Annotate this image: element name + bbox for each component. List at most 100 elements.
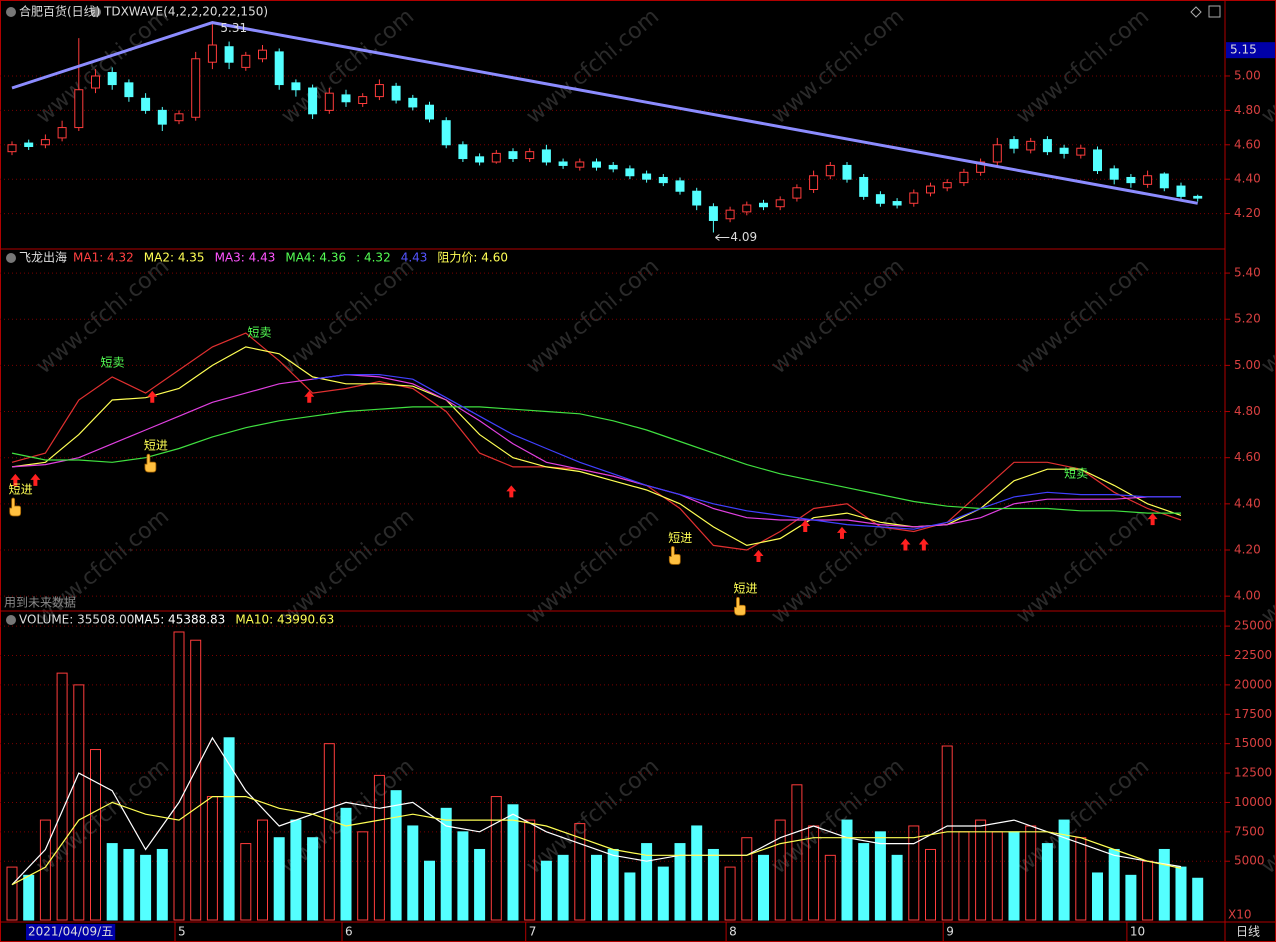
icon[interactable]	[1208, 5, 1221, 18]
volume-bar	[507, 804, 519, 921]
volume-bar	[724, 866, 736, 921]
candle-body	[291, 82, 301, 91]
signal-label: 短卖	[101, 356, 125, 370]
volume-bar	[874, 831, 886, 921]
y-tick-label: 4.40	[1234, 172, 1261, 186]
volume-bar	[557, 854, 569, 921]
candle-body	[391, 85, 401, 101]
icon[interactable]	[1190, 6, 1202, 18]
volume-bar	[273, 837, 285, 921]
menu-icon[interactable]	[6, 615, 16, 625]
volume-bar	[6, 866, 18, 921]
candle-body	[207, 44, 217, 63]
candle-body	[91, 75, 100, 89]
candle-body	[1076, 147, 1086, 156]
buy-arrow	[1147, 513, 1158, 526]
candle-body	[1009, 139, 1019, 149]
buy-arrow	[900, 538, 911, 551]
volume-bar	[1175, 866, 1187, 921]
y-tick-label: 4.60	[1234, 450, 1261, 464]
y-tick-label: 7500	[1234, 824, 1265, 838]
date-label: 2021/04/09/五	[28, 925, 113, 939]
y-tick-label: 4.80	[1234, 103, 1261, 117]
signal-label: 短卖	[1064, 466, 1088, 480]
watermark: www.cfchi.com	[1257, 504, 1276, 629]
volume-bar	[223, 737, 235, 921]
candle-body	[525, 151, 535, 160]
volume-bar	[674, 843, 686, 921]
candle-body	[324, 92, 334, 111]
candle-body	[959, 171, 969, 184]
month-label: 5	[178, 925, 186, 939]
low-arrow	[715, 234, 730, 241]
candle-body	[825, 164, 835, 177]
panel-title: 飞龙出海	[19, 250, 67, 265]
buy-arrow	[10, 473, 21, 486]
y-tick-label: 12500	[1234, 766, 1272, 780]
candle-body	[608, 164, 618, 170]
legend-entry: 阻力价: 4.60	[437, 251, 508, 265]
volume-bar	[707, 848, 719, 921]
volume-bar	[90, 749, 101, 921]
candle-body	[1143, 175, 1153, 185]
volume-bar	[891, 854, 903, 921]
candle-body	[7, 144, 17, 153]
y-tick-label: 25000	[1234, 619, 1272, 633]
volume-bar	[540, 860, 552, 921]
hand-icon	[668, 546, 681, 565]
candle-body	[224, 46, 234, 63]
candle-body	[157, 109, 167, 125]
date-highlight	[26, 924, 116, 940]
y-tick-label: 4.40	[1234, 496, 1261, 510]
volume-bar	[524, 819, 536, 921]
volume-bar	[290, 819, 302, 921]
volume-bar	[1008, 831, 1020, 921]
low-label: 4.09	[730, 230, 757, 244]
y-tick-label: 4.20	[1234, 543, 1261, 557]
volume-bar	[357, 831, 369, 921]
volume-bar	[741, 837, 753, 921]
signal-label: 短进	[9, 483, 33, 497]
volume-bar	[457, 831, 469, 921]
hand-icon	[9, 497, 22, 517]
volume-bar	[1192, 877, 1204, 921]
volume-bar	[424, 860, 435, 921]
hand-icon	[734, 596, 746, 616]
volume-ma-line	[11, 736, 1182, 886]
candle-body	[1093, 149, 1102, 172]
candle-body	[892, 201, 902, 206]
candle-body	[792, 187, 802, 199]
menu-icon[interactable]	[6, 7, 16, 17]
y-tick-label: 10000	[1234, 795, 1272, 809]
volume-bar	[407, 825, 419, 921]
legend-entry: : 4.32	[356, 251, 391, 265]
volume-bar	[691, 825, 703, 921]
volume-bar	[56, 672, 68, 921]
menu-icon[interactable]	[91, 7, 101, 17]
menu-icon[interactable]	[6, 253, 16, 263]
volume-bar	[257, 819, 268, 921]
legend-entry: 4.43	[401, 251, 428, 265]
buy-arrow	[30, 473, 41, 486]
volume-ma-line	[11, 796, 1182, 886]
volume-bar	[591, 854, 602, 921]
candle-body	[942, 182, 952, 189]
candle-body	[1109, 168, 1119, 180]
panel-title: VOLUME: 35508.00	[19, 613, 134, 627]
signal-label: 短进	[144, 439, 168, 453]
volume-bar	[440, 807, 452, 921]
watermark: www.cfchi.com	[32, 504, 174, 629]
volume-bar	[1108, 848, 1120, 921]
candle-body	[926, 185, 935, 194]
watermark: www.cfchi.com	[277, 504, 419, 629]
y-tick-label: 4.60	[1234, 137, 1261, 151]
signal-label: 短卖	[247, 326, 271, 340]
volume-bar	[858, 843, 870, 921]
volume-bar	[123, 848, 135, 921]
indicator-title: TDXWAVE(4,2,2,20,22,150)	[103, 5, 268, 19]
volume-bar	[156, 848, 168, 921]
candle-body	[1176, 185, 1186, 197]
y-tick-label: 4.20	[1234, 206, 1261, 220]
